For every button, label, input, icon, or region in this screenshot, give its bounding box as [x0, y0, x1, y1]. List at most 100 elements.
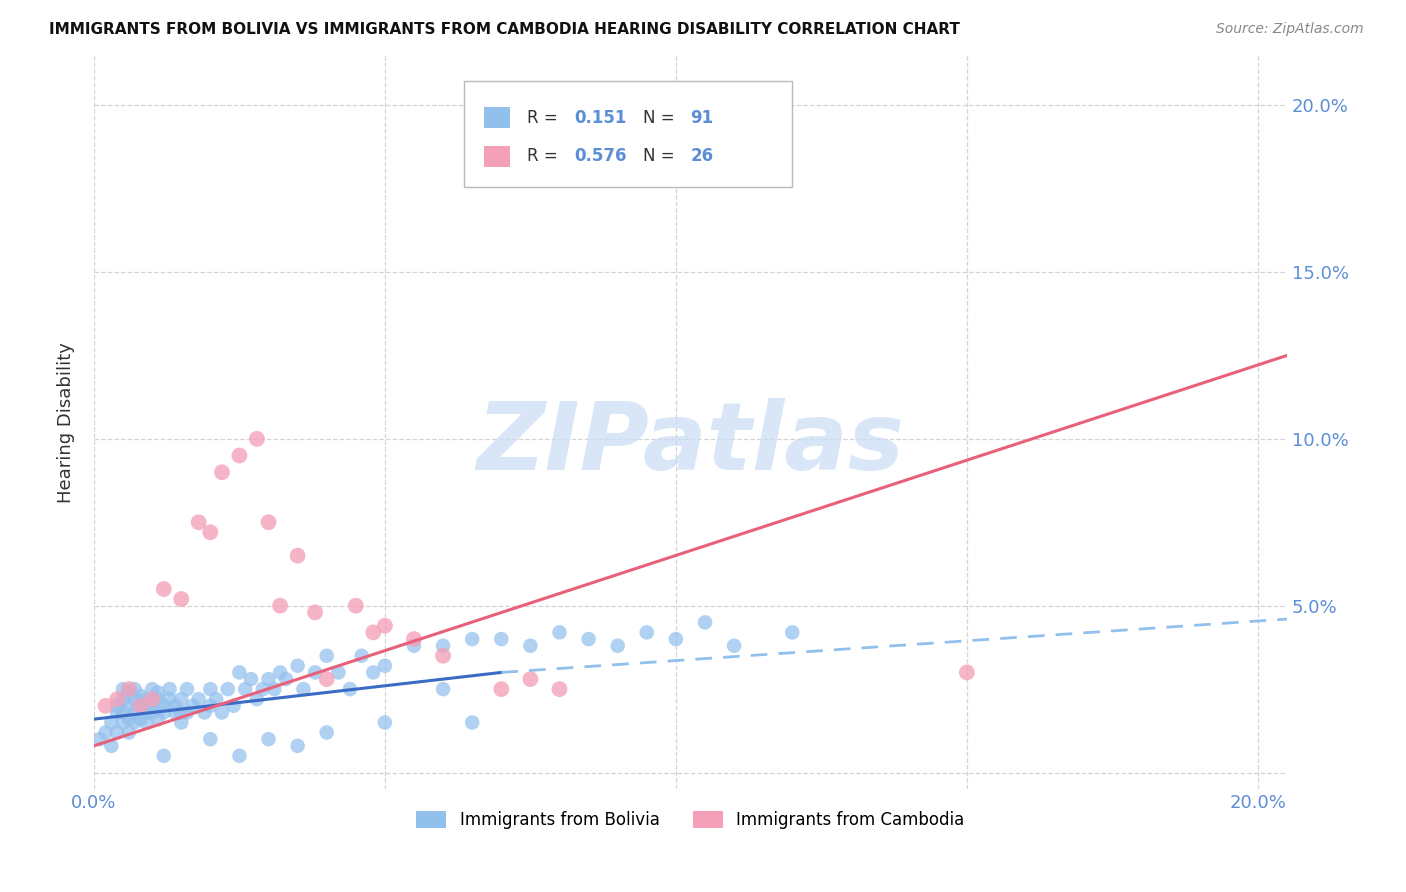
- Point: [228, 665, 250, 680]
- Point: [176, 682, 198, 697]
- Point: [135, 692, 157, 706]
- Point: [112, 692, 135, 706]
- Point: [257, 732, 280, 747]
- Point: [519, 672, 541, 686]
- Text: 0.576: 0.576: [575, 146, 627, 165]
- Point: [693, 615, 716, 630]
- Point: [170, 592, 193, 607]
- Point: [135, 715, 157, 730]
- Point: [287, 658, 309, 673]
- Point: [269, 665, 291, 680]
- Legend: Immigrants from Bolivia, Immigrants from Cambodia: Immigrants from Bolivia, Immigrants from…: [409, 805, 972, 836]
- Point: [112, 715, 135, 730]
- Point: [165, 698, 187, 713]
- Point: [200, 525, 222, 540]
- FancyBboxPatch shape: [484, 146, 510, 168]
- Point: [315, 648, 337, 663]
- Point: [956, 665, 979, 680]
- Point: [402, 639, 425, 653]
- Point: [159, 682, 181, 697]
- Point: [402, 632, 425, 646]
- FancyBboxPatch shape: [484, 107, 510, 128]
- Point: [211, 706, 233, 720]
- Point: [461, 632, 484, 646]
- Point: [205, 692, 228, 706]
- Point: [146, 712, 169, 726]
- Point: [89, 732, 111, 747]
- Point: [491, 632, 513, 646]
- Point: [292, 682, 315, 697]
- Point: [228, 748, 250, 763]
- Point: [240, 672, 263, 686]
- Point: [135, 706, 157, 720]
- Point: [361, 665, 384, 680]
- Point: [287, 549, 309, 563]
- Point: [432, 648, 454, 663]
- Point: [100, 739, 122, 753]
- Point: [129, 698, 152, 713]
- Point: [315, 672, 337, 686]
- Point: [578, 632, 600, 646]
- Point: [782, 625, 804, 640]
- Text: Source: ZipAtlas.com: Source: ZipAtlas.com: [1216, 22, 1364, 37]
- FancyBboxPatch shape: [464, 81, 792, 187]
- Point: [118, 698, 141, 713]
- Text: ZIPatlas: ZIPatlas: [477, 398, 904, 491]
- Point: [105, 706, 128, 720]
- Point: [200, 732, 222, 747]
- Point: [328, 665, 350, 680]
- Point: [170, 715, 193, 730]
- Point: [269, 599, 291, 613]
- Point: [723, 639, 745, 653]
- Point: [200, 698, 222, 713]
- Point: [304, 606, 326, 620]
- Point: [94, 725, 117, 739]
- Text: R =: R =: [527, 146, 562, 165]
- Point: [222, 698, 245, 713]
- Text: 91: 91: [690, 109, 714, 127]
- Point: [252, 682, 274, 697]
- Point: [187, 516, 209, 530]
- Point: [606, 639, 628, 653]
- Text: 26: 26: [690, 146, 714, 165]
- Point: [152, 698, 174, 713]
- Point: [146, 692, 169, 706]
- Point: [159, 692, 181, 706]
- Point: [94, 698, 117, 713]
- Point: [105, 725, 128, 739]
- Point: [304, 665, 326, 680]
- Point: [105, 698, 128, 713]
- Point: [432, 682, 454, 697]
- Point: [274, 672, 297, 686]
- Point: [170, 692, 193, 706]
- Y-axis label: Hearing Disability: Hearing Disability: [58, 342, 75, 502]
- Point: [374, 618, 396, 632]
- Point: [246, 692, 269, 706]
- Point: [124, 682, 146, 697]
- Point: [432, 639, 454, 653]
- Point: [548, 682, 571, 697]
- Point: [152, 582, 174, 596]
- Text: 0.151: 0.151: [575, 109, 627, 127]
- Text: R =: R =: [527, 109, 562, 127]
- Point: [257, 516, 280, 530]
- Point: [548, 625, 571, 640]
- Point: [118, 682, 141, 697]
- Point: [233, 682, 256, 697]
- Point: [118, 712, 141, 726]
- Point: [361, 625, 384, 640]
- Point: [211, 465, 233, 479]
- Point: [118, 725, 141, 739]
- Point: [124, 706, 146, 720]
- Point: [461, 715, 484, 730]
- Point: [141, 692, 163, 706]
- Point: [263, 682, 285, 697]
- Point: [152, 706, 174, 720]
- Text: N =: N =: [643, 146, 679, 165]
- Point: [170, 706, 193, 720]
- Point: [176, 706, 198, 720]
- Point: [152, 748, 174, 763]
- Point: [141, 682, 163, 697]
- Point: [287, 739, 309, 753]
- Point: [636, 625, 658, 640]
